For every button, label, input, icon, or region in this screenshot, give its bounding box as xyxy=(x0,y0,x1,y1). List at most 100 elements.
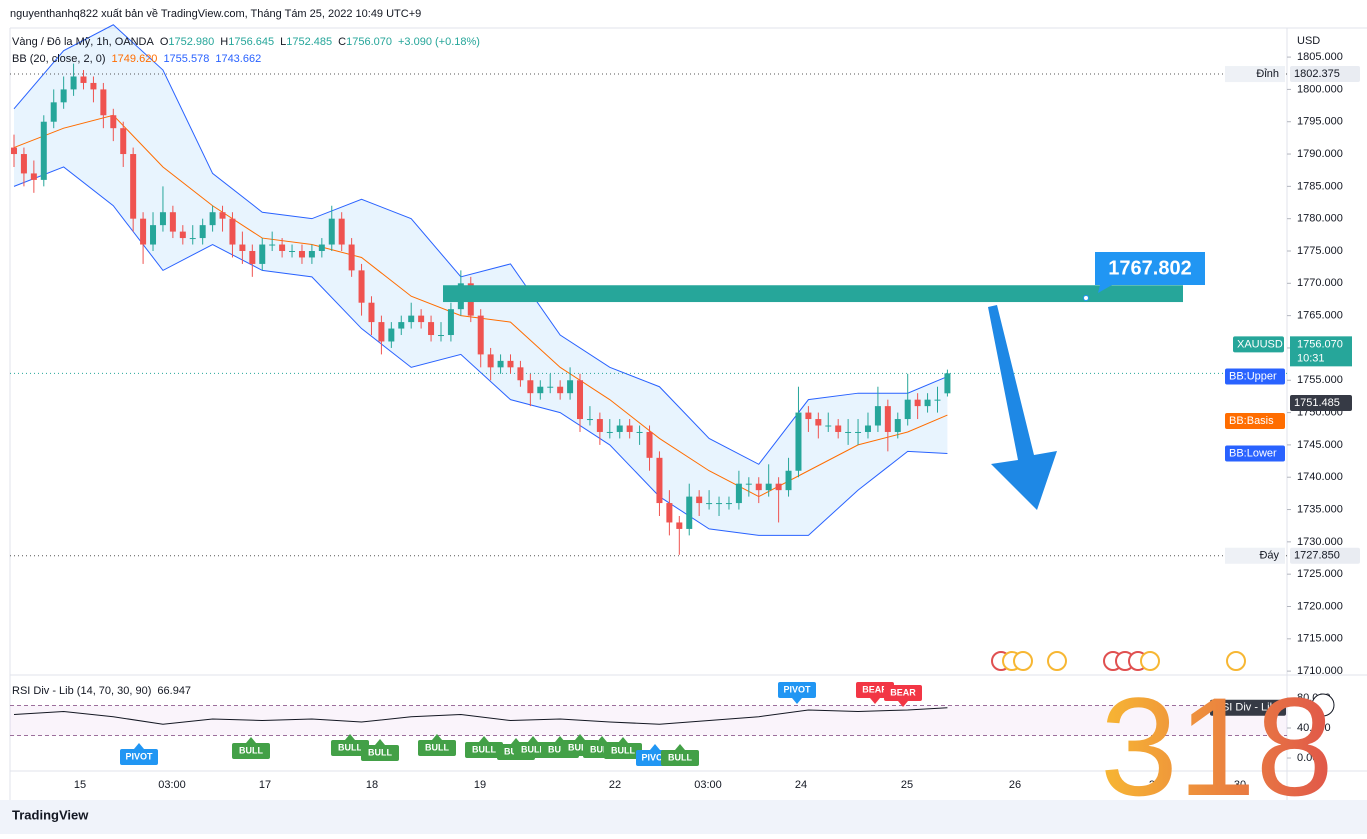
rsi-band-fill xyxy=(10,705,1287,736)
currency: USD xyxy=(1297,35,1320,47)
candle-body xyxy=(388,328,395,342)
ohlc-value: 1756.070 xyxy=(346,36,392,48)
signal-label: BULL xyxy=(668,752,692,762)
candle-body xyxy=(50,102,57,122)
y-tick-label: 1745.000 xyxy=(1297,439,1343,451)
signal-label: BULL xyxy=(568,742,592,752)
signal-pointer xyxy=(345,734,355,740)
y-tick-label: 1790.000 xyxy=(1297,148,1343,160)
candle-body xyxy=(428,322,435,336)
signal-label: BEAR xyxy=(862,684,888,694)
signal-box xyxy=(418,740,456,756)
signal-box xyxy=(361,745,399,761)
resistance-zone xyxy=(443,285,1183,303)
high-box xyxy=(1225,66,1285,83)
candle-body xyxy=(775,483,782,491)
candle-body xyxy=(259,244,266,264)
candle-body xyxy=(179,231,186,239)
signal-box xyxy=(465,742,503,758)
candle-body xyxy=(229,218,236,245)
watermark: 318 xyxy=(1100,668,1334,825)
candle-body xyxy=(447,309,454,336)
candle-body xyxy=(348,244,355,271)
candle-body xyxy=(765,483,772,491)
bb-name: BB (20, close, 2, 0) xyxy=(12,53,106,65)
candle-body xyxy=(249,250,256,264)
x-tick-label: 26 xyxy=(1009,779,1021,791)
candle-body xyxy=(30,173,37,180)
high-name: Đỉnh xyxy=(1256,68,1279,80)
candle-body xyxy=(239,244,246,251)
low-value: 1727.850 xyxy=(1294,550,1340,562)
bb-tag-box xyxy=(1225,368,1285,385)
candle-body xyxy=(924,399,931,407)
y-tick-label: 1720.000 xyxy=(1297,600,1343,612)
countdown: 10:31 xyxy=(1297,352,1325,364)
signal-box xyxy=(331,740,369,756)
signal-label: BULL xyxy=(611,745,635,755)
signal-pointer xyxy=(479,736,489,742)
signal-pointer xyxy=(650,744,660,750)
candle-body xyxy=(835,425,842,432)
bb-tag: BB:Lower xyxy=(1229,447,1277,459)
bb-basis xyxy=(13,114,948,498)
bb-value: 1755.578 xyxy=(163,53,209,65)
candle-body xyxy=(279,244,286,251)
rsi-tag: RSI Div - Lib xyxy=(1214,702,1276,714)
signal-label: BULL xyxy=(425,742,449,752)
x-tick-label: 19 xyxy=(474,779,486,791)
y-tick-label: 1735.000 xyxy=(1297,503,1343,515)
candle-body xyxy=(845,431,852,433)
bb-lower xyxy=(13,166,948,536)
signal-pointer xyxy=(597,736,607,742)
candle-body xyxy=(40,121,47,180)
rsi-line xyxy=(13,707,948,725)
last-price-box xyxy=(1290,336,1352,367)
candle-body xyxy=(725,503,732,505)
signal-label: BULL xyxy=(548,744,572,754)
candle-body xyxy=(368,302,375,323)
signal-label: PIVOT xyxy=(641,752,669,762)
candle-body xyxy=(596,419,603,432)
candle-body xyxy=(874,406,881,426)
candle-body xyxy=(110,115,117,129)
bb-tag: BB:Upper xyxy=(1229,370,1277,382)
candle-body xyxy=(60,89,67,103)
level-value: 1751.485 xyxy=(1294,397,1340,409)
candle-body xyxy=(338,218,345,245)
zone-handle xyxy=(1083,295,1089,301)
symbol-legend: Vàng / Đô la Mỹ, 1h, OANDA O1752.980 H1756… xyxy=(12,36,480,48)
signal-pointer xyxy=(575,734,585,740)
ohlc-key: O xyxy=(160,36,169,48)
candle-body xyxy=(537,386,544,394)
candle-body xyxy=(298,250,305,258)
ohlc-value: 1756.645 xyxy=(228,36,274,48)
y-tick-label: 1710.000 xyxy=(1297,665,1343,677)
y-tick-label: 1780.000 xyxy=(1297,213,1343,225)
candle-body xyxy=(567,380,574,394)
rsi-y-tick-label: 40.000 xyxy=(1297,722,1331,734)
signal-label: BULL xyxy=(338,742,362,752)
rsi-value: 66.947 xyxy=(157,685,191,697)
y-tick-label: 1800.000 xyxy=(1297,83,1343,95)
candle-body xyxy=(378,322,385,342)
signal-box xyxy=(884,685,922,701)
candle-body xyxy=(507,360,514,368)
event-icon xyxy=(1140,651,1160,671)
x-tick-label: 29 xyxy=(1149,779,1161,791)
y-tick-label: 1805.000 xyxy=(1297,51,1343,63)
signal-box xyxy=(661,750,699,766)
last-symbol-box xyxy=(1233,336,1284,353)
ohlc-value: 1752.485 xyxy=(286,36,332,48)
signal-label: BULL xyxy=(521,744,545,754)
signal-label: BULL xyxy=(239,745,263,755)
candle-body xyxy=(686,496,693,529)
rsi-tag-box xyxy=(1210,699,1286,716)
bb-value: 1743.662 xyxy=(215,53,261,65)
candle-body xyxy=(626,425,633,432)
candle-body xyxy=(189,238,196,240)
rsi-legend: RSI Div - Lib (14, 70, 30, 90) 66.947 xyxy=(12,685,191,697)
x-tick-label: 25 xyxy=(901,779,913,791)
candle-body xyxy=(398,322,405,329)
